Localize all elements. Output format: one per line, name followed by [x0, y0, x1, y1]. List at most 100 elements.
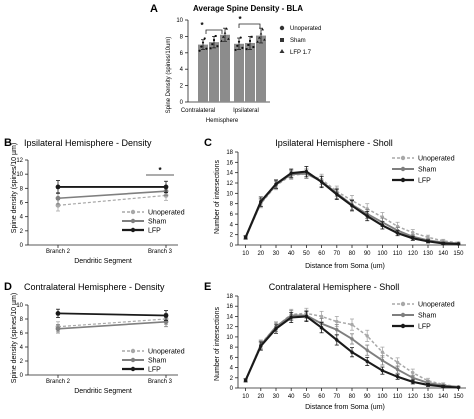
- panel-a-point: [252, 46, 255, 49]
- panel-a-point: [249, 39, 251, 42]
- panel-e-ytick-label: 16: [226, 304, 233, 310]
- panel-a-point: [223, 31, 227, 34]
- panel-c-point-unoperated: [426, 235, 430, 239]
- legend-unoperated-marker: [279, 25, 285, 31]
- panel-d-letter: D: [4, 281, 12, 293]
- panel-a-letter: A: [150, 3, 158, 15]
- panel-c-xtick-label: 100: [377, 251, 388, 257]
- panel-e-ytick-label: 6: [230, 355, 234, 361]
- panel-c-xtick-label: 140: [438, 251, 449, 257]
- panel-e-point-lfp: [350, 350, 354, 354]
- panel-c-ylabel: Number of intersections: [214, 160, 221, 234]
- panel-d-ytick-label: 10: [16, 303, 23, 309]
- panel-a-point: [250, 35, 253, 38]
- panel-c-point-unoperated: [411, 230, 415, 235]
- panel-a-ytick-label: 4: [180, 67, 184, 73]
- panel-c-point-lfp: [243, 235, 248, 239]
- panel-b-line-unoperated: [57, 194, 167, 206]
- panel-c-ytick-label: 4: [230, 222, 234, 228]
- panel-a-bar-sham-contralateral: [209, 42, 219, 102]
- panel-e-point-sham: [335, 328, 339, 332]
- panel-c-ytick-label: 12: [226, 181, 233, 187]
- panel-c-ytick-label: 14: [226, 171, 233, 177]
- panel-c-ytick-label: 18: [226, 150, 233, 156]
- panel-c-ytick-label: 2: [230, 233, 234, 239]
- panel-e-xtick-label: 130: [423, 394, 434, 400]
- panel-a-point: [258, 36, 261, 39]
- panel-d-legend-marker-unoperated: [130, 348, 136, 354]
- panel-a-point: [205, 47, 208, 50]
- panel-a-bar-lfp-ipsilateral: [256, 35, 266, 102]
- panel-b-ytick-label: 6: [20, 201, 24, 207]
- panel-b-legend-marker-unoperated: [130, 209, 136, 215]
- panel-e-legend-label-sham: Sham: [418, 313, 436, 320]
- panel-e-ytick-label: 14: [226, 314, 233, 320]
- panel-b-marks: [55, 180, 169, 212]
- panel-e-xtick-label: 50: [303, 394, 310, 400]
- panel-b-point-lfp: [55, 184, 61, 190]
- panel-e-point-lfp: [365, 359, 369, 364]
- panel-c-xtick-label: 120: [408, 251, 419, 257]
- panel-a-point: [241, 46, 244, 49]
- panel-a-point: [209, 47, 212, 50]
- panel-b-legend-label-sham: Sham: [148, 219, 166, 226]
- panel-a-bar-lfp-contralateral: [220, 34, 230, 103]
- panel-c-point-lfp: [350, 204, 354, 208]
- panel-e-ytick-label: 10: [226, 335, 233, 341]
- panel-a-point: [213, 39, 215, 42]
- panel-b-legend-marker-sham: [130, 218, 136, 224]
- panel-d-axes: 0 2 4 6 8 10: [16, 303, 178, 379]
- panel-a-legend-unoperated: Unoperated: [290, 26, 321, 32]
- panel-d-legend-marker-lfp: [130, 366, 136, 372]
- panel-c-legend-label-lfp: LFP: [418, 178, 431, 185]
- panel-c-legend-marker-unoperated: [400, 155, 406, 161]
- panel-e-point-lfp: [289, 315, 293, 320]
- panel-e-point-lfp: [274, 327, 278, 331]
- panel-e: E Contralateral Hemisphere - Sholl Numbe…: [204, 281, 466, 411]
- panel-e-point-lfp: [243, 378, 248, 383]
- panel-d-cat-branch3: Branch 3: [148, 379, 173, 385]
- panel-a-cat-contralateral: Contralateral: [181, 108, 215, 114]
- panel-d-ytick-label: 0: [20, 373, 24, 379]
- panel-d-legend-label-sham: Sham: [148, 358, 166, 365]
- panel-e-xtick-label: 30: [273, 394, 280, 400]
- panel-b-ytick-label: 4: [20, 215, 24, 221]
- panel-e-point-sham: [365, 348, 369, 352]
- panel-a-point: [259, 32, 263, 35]
- panel-a-point: [237, 40, 241, 43]
- panel-e-point-sham: [350, 337, 354, 341]
- panel-a-point: [216, 45, 219, 48]
- panel-e-ytick-label: 8: [230, 345, 234, 351]
- panel-e-letter: E: [204, 281, 211, 293]
- panel-b-cat-branch3: Branch 3: [148, 249, 173, 255]
- panel-c-ytick-label: 0: [230, 243, 234, 249]
- panel-e-legend-marker-unoperated: [400, 301, 406, 307]
- panel-d-legend-label-unoperated: Unoperated: [148, 349, 185, 356]
- panel-c-ytick-label: 8: [230, 202, 234, 208]
- panel-b-title: Ipsilateral Hemisphere - Density: [24, 138, 152, 148]
- panel-c-xtick-label: 20: [257, 251, 264, 257]
- panel-b-ytick-label: 12: [16, 158, 23, 164]
- panel-e-legend-marker-lfp: [400, 323, 406, 329]
- panel-c-point-lfp: [411, 236, 415, 240]
- panel-c-xtick-label: 150: [453, 251, 464, 257]
- panel-c-xtick-label: 110: [393, 251, 403, 257]
- panel-d-point-lfp: [55, 311, 61, 316]
- panel-c-axes: 0 2 4 6 8 10 12 14 16 18 10 20 30 40 50 60 70 80 90 100 110 1…: [226, 150, 466, 257]
- panel-d-marks: [55, 308, 169, 334]
- panel-a: A Average Spine Density - BLA Spine Dens…: [150, 3, 321, 124]
- panel-c-legend-marker-sham: [400, 166, 406, 172]
- panel-c-letter: C: [204, 137, 212, 149]
- panel-c-xtick-label: 10: [242, 251, 249, 257]
- panel-e-xtick-label: 20: [257, 394, 264, 400]
- panel-a-point: [214, 34, 217, 37]
- panel-e-xtick-label: 140: [438, 394, 449, 400]
- panel-c-xtick-label: 80: [349, 251, 356, 257]
- panel-c-xtick-label: 50: [303, 251, 310, 257]
- panel-c-xtick-label: 40: [288, 251, 295, 257]
- panel-a-ytick-label: 6: [180, 51, 184, 57]
- panel-b-point-lfp: [163, 184, 169, 190]
- panel-d-title: Contralateral Hemisphere - Density: [24, 282, 165, 292]
- panel-d-ytick-label: 6: [20, 331, 24, 337]
- panel-d-legend-marker-sham: [130, 357, 136, 363]
